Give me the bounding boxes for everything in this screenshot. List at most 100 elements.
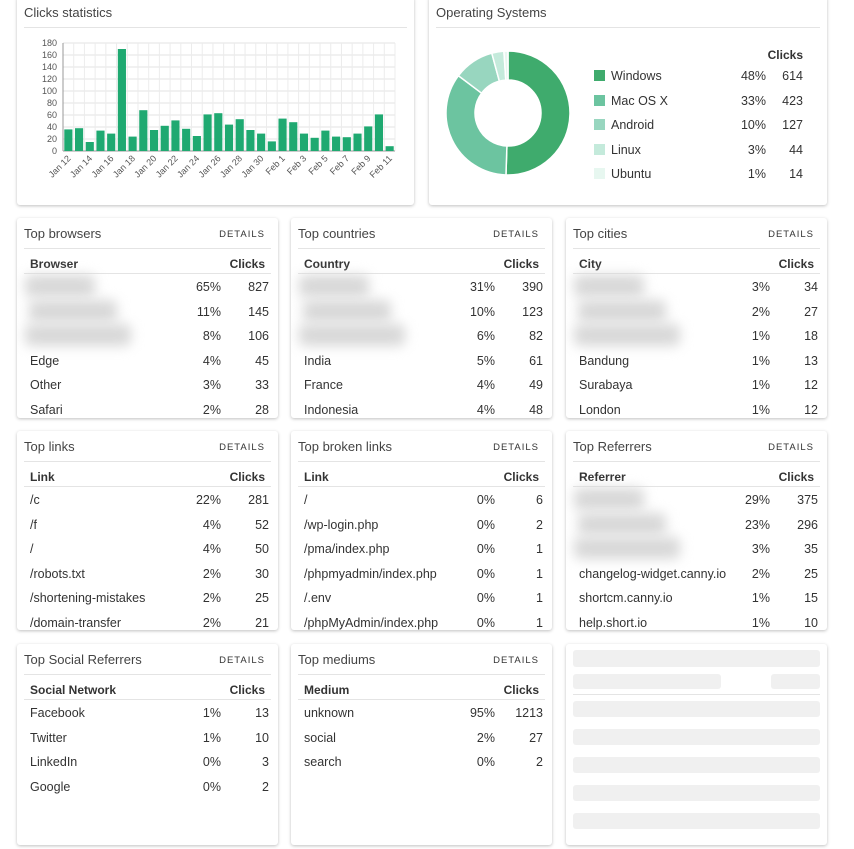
skeleton-bar <box>573 650 820 667</box>
legend-label: Windows <box>611 69 662 83</box>
row-label: /c <box>30 493 40 507</box>
column-header: Clicks <box>503 470 539 484</box>
percent-label: 3% <box>751 280 770 294</box>
table-card: Top browsers DETAILS Browser Clicks 65% 827 11… <box>17 218 278 418</box>
bar <box>64 129 73 151</box>
percent-label: 65% <box>195 280 221 294</box>
percent-label: 4% <box>202 517 221 532</box>
percent-label: 4% <box>476 378 495 392</box>
donut-slice <box>505 50 571 176</box>
bar <box>321 130 330 151</box>
column-header: Clicks <box>229 470 265 484</box>
percent-label: 1% <box>751 329 770 343</box>
details-button[interactable]: DETAILS <box>219 229 265 240</box>
row-label: shortcm.canny.io <box>579 591 673 605</box>
divider <box>24 27 407 28</box>
clicks-value: 28 <box>255 402 269 417</box>
bar <box>74 128 84 151</box>
bar <box>203 114 212 151</box>
y-tick-label: 0 <box>52 146 57 156</box>
percent-label: 95% <box>469 706 495 720</box>
redacted-name <box>29 299 117 322</box>
clicks-value: 21 <box>255 615 269 630</box>
bar <box>192 136 201 151</box>
details-button[interactable]: DETAILS <box>493 229 539 240</box>
table-card: Top Social Referrers DETAILS Social Networ… <box>17 644 278 845</box>
y-tick-label: 100 <box>42 86 57 96</box>
row-label: Other <box>30 378 62 392</box>
x-tick-label: Jan 20 <box>132 153 158 179</box>
clicks-value: 12 <box>804 402 818 417</box>
column-header: Link <box>30 470 55 484</box>
skeleton-bar <box>573 757 820 773</box>
bar <box>299 133 309 151</box>
clicks-value: 12 <box>804 378 818 392</box>
x-tick-label: Jan 26 <box>197 153 223 179</box>
card-title: Operating Systems <box>436 5 547 20</box>
clicks-value: 25 <box>804 566 818 581</box>
row-label: /domain-transfer <box>30 615 122 630</box>
details-button[interactable]: DETAILS <box>219 442 265 453</box>
skeleton-card <box>566 644 827 845</box>
clicks-value: 423 <box>782 93 803 108</box>
percent-label: 5% <box>476 353 495 368</box>
details-button[interactable]: DETAILS <box>219 655 265 666</box>
column-header: Clicks <box>778 470 814 484</box>
percent-label: 11% <box>196 304 221 319</box>
clicks-value: 10 <box>255 730 269 745</box>
clicks-value: 34 <box>804 280 818 294</box>
clicks-value: 281 <box>248 493 269 507</box>
column-header: Clicks <box>778 257 814 271</box>
x-tick-label: Feb 1 <box>264 153 287 176</box>
legend-swatch <box>594 143 605 155</box>
y-tick-label: 160 <box>42 50 57 60</box>
bar <box>278 118 287 151</box>
details-button[interactable]: DETAILS <box>493 655 539 666</box>
column-header: Social Network <box>30 683 117 697</box>
details-button[interactable]: DETAILS <box>493 442 539 453</box>
skeleton-bar <box>573 785 820 801</box>
row-label: Twitter <box>30 730 67 745</box>
bar <box>289 122 298 151</box>
card: Operating Systems Clicks Windows 48% 614 Mac … <box>429 0 827 205</box>
clicks-value: 375 <box>797 493 818 507</box>
row-label: /robots.txt <box>30 566 85 581</box>
details-button[interactable]: DETAILS <box>768 442 814 453</box>
bar <box>107 133 116 151</box>
clicks-value: 52 <box>255 517 269 532</box>
clicks-value: 82 <box>529 329 543 343</box>
redacted-name <box>303 299 391 322</box>
row-label: unknown <box>304 706 355 720</box>
bar <box>96 130 105 151</box>
clicks-value: 61 <box>529 353 543 368</box>
clicks-value: 1213 <box>515 706 543 720</box>
clicks-value: 3 <box>262 755 269 769</box>
y-tick-label: 80 <box>47 98 57 108</box>
donut-slice <box>503 50 509 81</box>
legend-label: Ubuntu <box>611 167 652 181</box>
percent-label: 4% <box>202 542 221 556</box>
clicks-value: 1 <box>536 542 543 556</box>
column-header: Clicks <box>767 48 803 62</box>
card: Clicks statistics 0 20 40 60 80 100 120 140 160 18… <box>17 0 414 205</box>
row-label: search <box>304 755 342 769</box>
column-header: Clicks <box>229 257 265 271</box>
clicks-value: 18 <box>804 329 818 343</box>
row-label: changelog-widget.canny.io <box>579 566 727 581</box>
percent-label: 0% <box>202 755 221 769</box>
row-label: /.env <box>304 591 332 605</box>
row-label: France <box>304 378 343 392</box>
row-label: /shortening-mistakes <box>30 591 146 605</box>
x-tick-label: Jan 30 <box>239 153 265 179</box>
clicks-value: 6 <box>536 493 543 507</box>
card-title: Top Referrers <box>573 439 652 454</box>
clicks-value: 48 <box>529 402 543 417</box>
divider <box>298 699 545 700</box>
clicks-value: 106 <box>248 329 269 343</box>
bar <box>267 141 276 151</box>
donut-slice <box>445 74 508 176</box>
row-label: Safari <box>30 402 63 417</box>
card-title: Top browsers <box>24 226 102 241</box>
card-title: Top Social Referrers <box>24 652 142 667</box>
details-button[interactable]: DETAILS <box>768 229 814 240</box>
